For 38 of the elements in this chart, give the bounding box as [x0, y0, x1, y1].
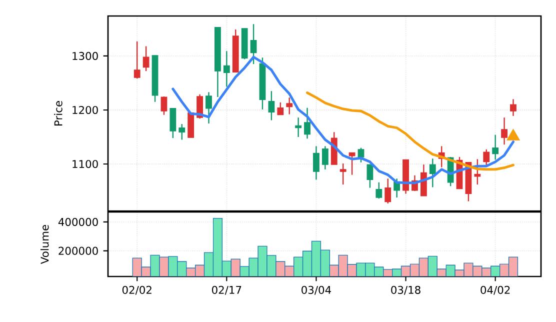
candlestick — [268, 90, 275, 121]
candlestick — [277, 102, 284, 116]
candlestick — [384, 178, 392, 204]
candlestick — [429, 158, 436, 188]
y-tick-label: 200000 — [58, 246, 98, 255]
x-tick-label: 02/02 — [122, 286, 152, 295]
y-tick-label: 1200 — [72, 106, 98, 114]
candlestick — [134, 40, 140, 80]
y-axis-title: Price — [54, 101, 62, 126]
candlestick — [160, 96, 168, 116]
x-tick-label: 02/17 — [212, 286, 242, 295]
candlestick — [142, 46, 150, 72]
candlestick — [376, 182, 382, 200]
candlestick — [286, 96, 293, 115]
line-series — [306, 91, 515, 171]
candlestick — [340, 162, 346, 186]
candlestick — [206, 92, 212, 124]
candlestick — [178, 123, 186, 140]
candlestick — [295, 116, 302, 138]
candlestick — [322, 146, 328, 170]
candlestick — [313, 146, 320, 180]
candlestick — [483, 148, 490, 167]
y-axis-title: Volume — [40, 224, 49, 264]
x-tick-label: 03/18 — [391, 286, 420, 295]
y-tick-label: 1100 — [72, 160, 98, 168]
y-tick-label: 400000 — [58, 218, 98, 226]
candlestick — [510, 98, 516, 117]
candlestick — [304, 107, 310, 140]
candlestick — [492, 134, 499, 160]
candlestick — [223, 50, 230, 88]
candlestick — [366, 164, 374, 188]
candlestick — [501, 116, 508, 146]
candlestick — [250, 24, 257, 65]
x-tick-label: 04/02 — [480, 286, 510, 295]
candlestick — [170, 108, 176, 139]
candlestick — [358, 147, 364, 163]
y-tick-label: 1300 — [72, 52, 98, 60]
x-tick-label: 03/04 — [302, 286, 331, 295]
